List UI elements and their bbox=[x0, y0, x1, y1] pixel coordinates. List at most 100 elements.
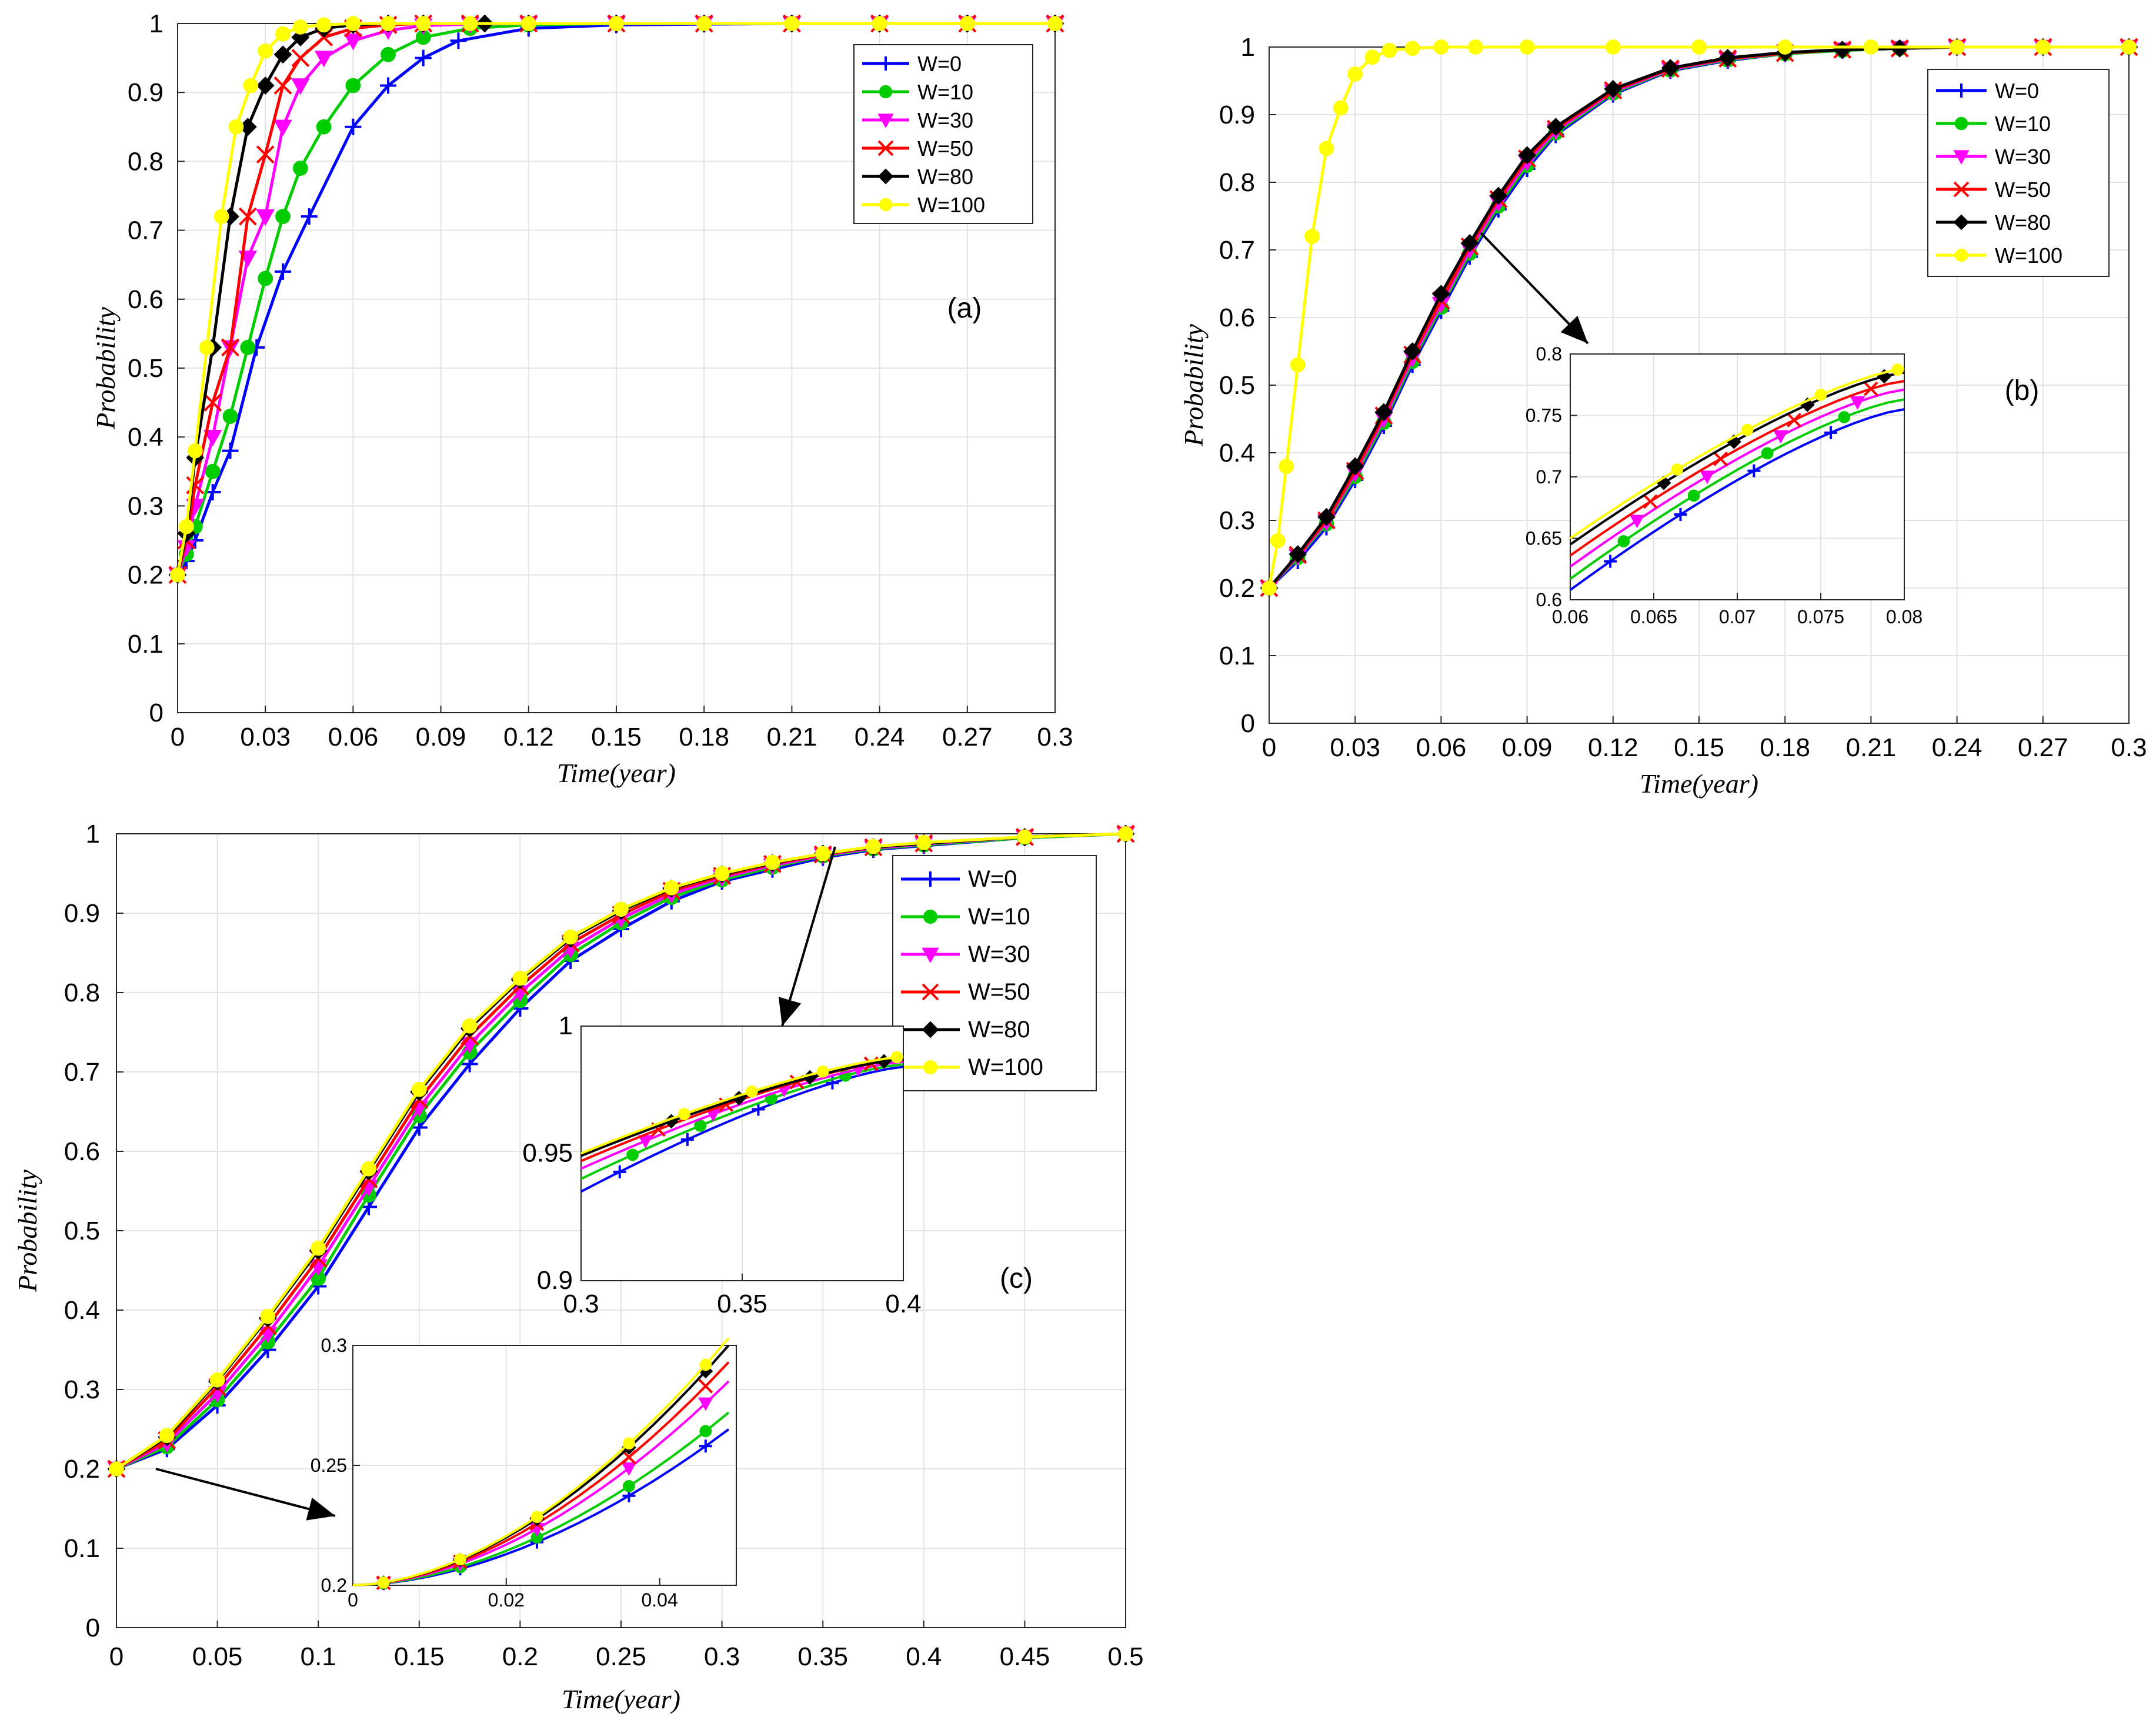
data-point bbox=[609, 16, 624, 31]
x-tick-label: 0.24 bbox=[855, 723, 905, 751]
data-point bbox=[256, 209, 275, 226]
inset-marker bbox=[752, 1103, 765, 1116]
legend-item: W=0 bbox=[1936, 79, 2039, 103]
data-point bbox=[1017, 829, 1033, 845]
data-point bbox=[1605, 39, 1621, 55]
y-tick-label: 0.9 bbox=[537, 1266, 573, 1295]
data-point bbox=[411, 1081, 427, 1097]
inset-marker bbox=[626, 1148, 639, 1161]
x-tick-label: 0.09 bbox=[416, 723, 466, 751]
data-point bbox=[203, 430, 222, 447]
legend-item: W=30 bbox=[862, 108, 973, 132]
inset-marker bbox=[613, 1165, 626, 1178]
x-tick-label: 0 bbox=[1262, 733, 1276, 762]
data-point bbox=[209, 1372, 225, 1388]
data-point bbox=[275, 26, 291, 42]
y-tick-label: 0.5 bbox=[64, 1217, 100, 1245]
inset-marker bbox=[1747, 464, 1761, 477]
data-point bbox=[462, 1018, 478, 1034]
x-tick-label: 0.02 bbox=[488, 1589, 525, 1611]
data-point bbox=[159, 1428, 175, 1444]
data-point bbox=[1467, 39, 1483, 55]
y-tick-label: 0.2 bbox=[321, 1575, 347, 1596]
y-tick-label: 0.9 bbox=[1219, 101, 1255, 129]
data-point bbox=[1691, 39, 1707, 55]
inset-upper-zoom: 0.3 0.35 0.4 0.9 0.95 1 bbox=[522, 1011, 921, 1318]
x-tick-label: 0.3 bbox=[1037, 723, 1073, 751]
legend-item: W=80 bbox=[901, 1017, 1030, 1043]
y-tick-label: 0.7 bbox=[64, 1058, 100, 1087]
inset-marker bbox=[1773, 430, 1788, 444]
series-w-100 bbox=[1261, 39, 2137, 596]
inset-marker bbox=[454, 1553, 466, 1566]
y-tick-label: 0.3 bbox=[128, 492, 163, 520]
x-tick-label: 0.065 bbox=[1630, 606, 1677, 627]
data-point bbox=[415, 49, 432, 66]
y-tick-label: 0.5 bbox=[1219, 371, 1255, 400]
y-axis-label: Probability bbox=[12, 1170, 42, 1292]
legend-item: W=10 bbox=[862, 80, 973, 104]
data-point bbox=[273, 45, 292, 64]
data-point bbox=[291, 78, 310, 95]
y-tick-label: 0.2 bbox=[128, 561, 163, 590]
x-tick-label: 0.45 bbox=[1000, 1642, 1050, 1671]
zoom-arrow-line bbox=[781, 846, 836, 1027]
data-point bbox=[203, 393, 222, 412]
data-point bbox=[1319, 141, 1334, 156]
inset-lower-zoom: 0 0.02 0.04 0.2 0.25 0.3 bbox=[311, 1335, 737, 1611]
legend-item: W=100 bbox=[1936, 243, 2062, 268]
y-tick-label: 0.75 bbox=[1526, 405, 1562, 426]
inset-line bbox=[580, 1060, 904, 1170]
data-point bbox=[292, 19, 308, 35]
x-tick-label: 0.15 bbox=[1674, 733, 1724, 762]
legend-label: W=30 bbox=[968, 941, 1030, 967]
data-point bbox=[221, 338, 239, 357]
x-tick-label: 0.06 bbox=[1416, 733, 1467, 762]
data-point bbox=[815, 846, 831, 861]
data-point bbox=[256, 145, 275, 164]
legend-marker bbox=[1953, 181, 1970, 198]
inset-marker bbox=[621, 1462, 637, 1476]
inset-line bbox=[1569, 368, 1905, 540]
data-point bbox=[1489, 186, 1508, 205]
y-tick-label: 0.8 bbox=[1536, 343, 1562, 365]
data-point bbox=[1718, 48, 1737, 67]
inset-marker bbox=[377, 1576, 390, 1589]
y-tick-label: 1 bbox=[559, 1011, 573, 1040]
panel-c: 0 0.05 0.1 0.15 0.2 0.25 0.3 0.35 0.4 0.45 0.5 0 0.1… bbox=[12, 820, 1144, 1714]
y-tick-label: 0.9 bbox=[128, 78, 163, 107]
x-tick-label: 0.35 bbox=[797, 1642, 848, 1671]
data-point bbox=[260, 1308, 276, 1324]
legend-marker bbox=[923, 1060, 938, 1075]
data-point bbox=[520, 16, 536, 31]
y-tick-label: 0.8 bbox=[128, 147, 163, 176]
legend-label: W=100 bbox=[968, 1054, 1043, 1080]
data-point bbox=[1404, 41, 1420, 56]
y-tick-label: 0.6 bbox=[1219, 303, 1255, 332]
legend-item: W=100 bbox=[862, 193, 985, 217]
data-point bbox=[866, 839, 881, 854]
inset-marker bbox=[530, 1511, 543, 1524]
x-tick-label: 0.21 bbox=[767, 723, 817, 751]
x-tick-label: 0.07 bbox=[1719, 606, 1755, 627]
data-point bbox=[1519, 39, 1535, 55]
data-point bbox=[1304, 229, 1320, 244]
x-tick-label: 0 bbox=[171, 723, 185, 751]
legend-item: W=80 bbox=[1936, 211, 2051, 235]
data-point bbox=[228, 119, 244, 135]
legend-item: W=0 bbox=[862, 52, 962, 76]
x-tick-label: 0.24 bbox=[1932, 733, 1983, 762]
legend-label: W=30 bbox=[1995, 145, 2051, 169]
data-point bbox=[1261, 580, 1277, 596]
data-point bbox=[256, 76, 275, 95]
legend-box bbox=[892, 855, 1097, 1091]
x-tick-label: 0.27 bbox=[2018, 733, 2068, 762]
data-point bbox=[179, 519, 194, 535]
data-point bbox=[1949, 39, 1965, 55]
legend-label: W=50 bbox=[968, 979, 1030, 1005]
zoom-arrow-head bbox=[1560, 316, 1588, 343]
data-point bbox=[345, 118, 362, 135]
data-point bbox=[1279, 459, 1294, 474]
data-point bbox=[199, 339, 215, 355]
data-point bbox=[2121, 39, 2137, 55]
